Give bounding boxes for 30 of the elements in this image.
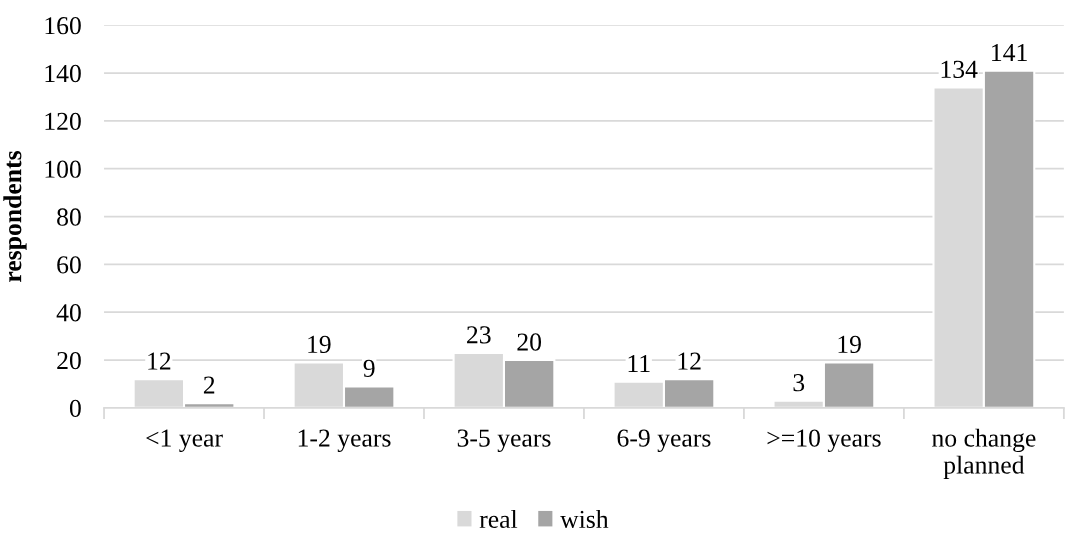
- legend-label: wish: [560, 509, 609, 529]
- data-label: 12: [148, 352, 171, 370]
- y-tick-label: 20: [57, 351, 81, 370]
- data-label: 3: [793, 374, 805, 392]
- y-tick-label: 0: [69, 399, 81, 418]
- y-tick-label: 120: [45, 112, 81, 131]
- data-label: 134: [941, 60, 978, 78]
- data-label: 12: [678, 352, 701, 370]
- x-tick-label: no change planned: [932, 428, 1036, 479]
- y-tick-label: 100: [45, 160, 81, 178]
- data-label: 9: [363, 359, 375, 377]
- x-tick-label: 6-9 years: [617, 429, 711, 453]
- data-label: 2: [203, 376, 215, 394]
- x-tick-label: 1-2 years: [298, 429, 391, 453]
- x-tick-label: 3-5 years: [457, 429, 551, 453]
- data-label: 19: [838, 335, 861, 354]
- data-label: 23: [467, 326, 491, 344]
- data-label: 20: [517, 333, 542, 351]
- y-tick-label: 140: [45, 64, 81, 83]
- data-label: 141: [992, 44, 1027, 61]
- y-tick-label: 40: [56, 304, 81, 322]
- data-label: 11: [628, 354, 650, 372]
- legend-label: real: [479, 509, 518, 529]
- data-label: 19: [308, 335, 331, 354]
- x-tick-label: <1 year: [146, 429, 223, 453]
- y-axis-title: respondents: [3, 151, 27, 283]
- y-tick-label: 60: [57, 256, 81, 274]
- x-tick-label: >=10 years: [767, 429, 881, 453]
- y-tick-label: 160: [45, 17, 81, 35]
- y-tick-label: 80: [57, 208, 81, 226]
